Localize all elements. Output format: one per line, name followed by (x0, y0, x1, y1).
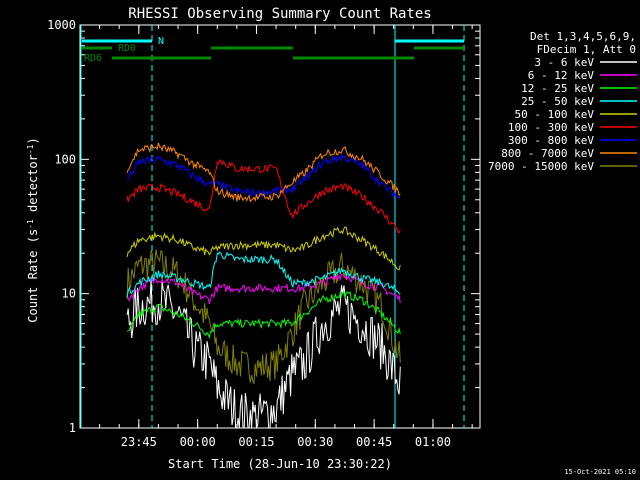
legend-entry-label: 25 - 50 keV (521, 95, 594, 108)
x-tick-label: 01:00 (415, 435, 451, 449)
plot-frame (79, 24, 481, 429)
x-tick-label: 00:00 (180, 435, 216, 449)
legend-header-fdecim: FDecim 1, Att 0 (537, 43, 636, 56)
y-tick-label: 1000 (47, 18, 76, 32)
series-line-6-12 (126, 273, 401, 304)
rd6-flag-label: RD6 (84, 53, 102, 64)
rd0-flag-label: RD0 (118, 43, 136, 54)
legend-header-detectors: Det 1,3,4,5,6,9, (530, 30, 636, 43)
chart-title: RHESSI Observing Summary Count Rates (128, 6, 431, 22)
observing-flags: N RD0 RD6 (82, 36, 464, 64)
legend-entry-label: 6 - 12 keV (528, 69, 595, 82)
y-axis-label: Count Rate (s-1 detector-1) (26, 137, 41, 322)
legend-entry-label: 800 - 7000 keV (501, 147, 594, 160)
legend-entry-label: 3 - 6 keV (534, 56, 594, 69)
x-tick-label: 00:15 (238, 435, 274, 449)
legend-entry-label: 100 - 300 keV (508, 121, 594, 134)
series-line-800-7000 (126, 142, 401, 203)
legend-entry-label: 12 - 25 keV (521, 82, 594, 95)
x-tick-label: 23:45 (121, 435, 157, 449)
tick-labels: 1 10 100 1000 23:45 00:00 00:15 00:30 00:45 01:00 (47, 18, 451, 449)
y-tick-label: 100 (54, 152, 76, 166)
legend-entry-label: 50 - 100 keV (515, 108, 595, 121)
x-tick-label: 00:45 (356, 435, 392, 449)
x-axis-label: Start Time (28-Jun-10 23:30:22) (168, 457, 392, 471)
y-tick-label: 1 (69, 421, 76, 435)
series-line-7000-15000 (126, 249, 401, 384)
plot-area (79, 24, 481, 429)
legend-entry-label: 300 - 800 keV (508, 134, 594, 147)
legend-entry-label: 7000 - 15000 keV (488, 160, 594, 173)
series-line-12-25 (126, 290, 401, 340)
series-line-25-50 (126, 251, 401, 298)
timestamp: 15-Oct-2021 05:10 (564, 468, 636, 476)
night-flag-label: N (158, 36, 164, 47)
x-tick-label: 00:30 (297, 435, 333, 449)
series-line-300-800 (126, 153, 401, 199)
series-line-100-300 (126, 159, 401, 234)
legend: Det 1,3,4,5,6,9, FDecim 1, Att 0 3 - 6 k… (488, 30, 637, 173)
series-line-50-100 (126, 226, 401, 271)
y-tick-label: 10 (62, 287, 76, 301)
